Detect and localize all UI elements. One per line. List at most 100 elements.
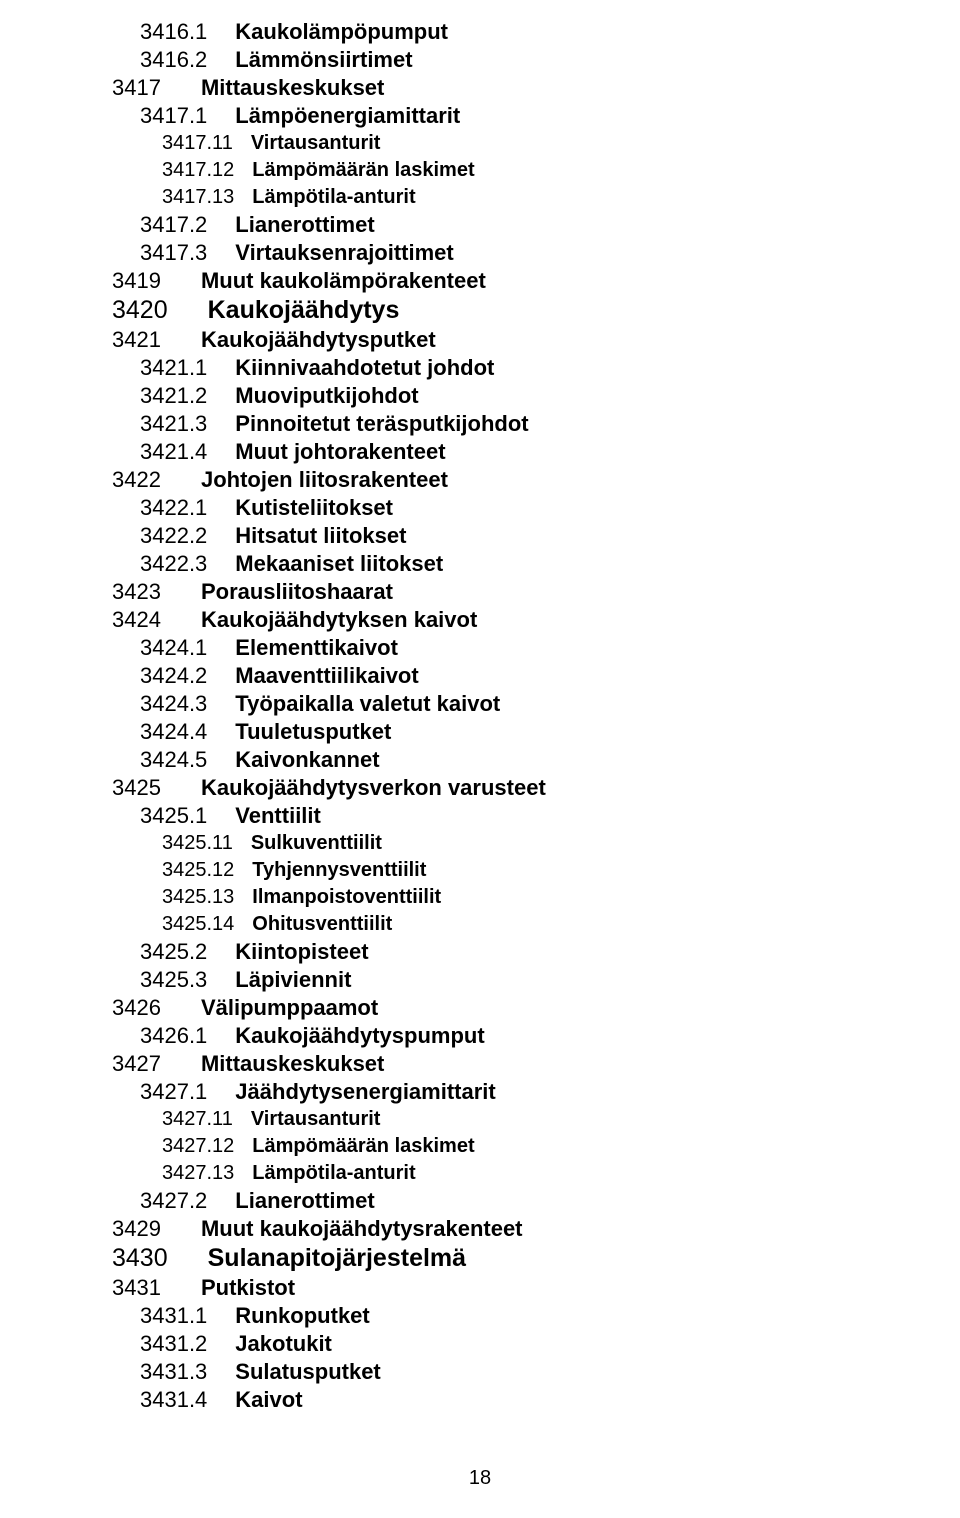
entry-code: 3431.2 — [140, 1330, 207, 1357]
entry-code: 3431.3 — [140, 1358, 207, 1385]
entry-label: Lämpömäärän laskimet — [252, 159, 474, 181]
outline-entry: 3416.2Lämmönsiirtimet — [112, 46, 960, 73]
entry-label: Lianerottimet — [235, 212, 374, 237]
entry-label: Kaivot — [235, 1387, 302, 1412]
outline-entry: 3420Kaukojäähdytys — [112, 295, 960, 325]
outline-entry: 3425.2 Kiintopisteet — [112, 938, 960, 965]
outline-entry: 3425.1Venttiilit — [112, 802, 960, 829]
entry-label: Lämpömäärän laskimet — [252, 1135, 474, 1157]
outline-entry: 3431.2Jakotukit — [112, 1330, 960, 1357]
outline-entry: 3417.11Virtausanturit — [112, 130, 960, 156]
entry-code: 3416.2 — [140, 46, 207, 73]
outline-entry: 3427.13Lämpötila-anturit — [112, 1160, 960, 1186]
outline-entry: 3417.12Lämpömäärän laskimet — [112, 157, 960, 183]
entry-code: 3417.1 — [140, 102, 207, 129]
outline-entry: 3421.2Muoviputkijohdot — [112, 382, 960, 409]
entry-code: 3421 — [112, 326, 161, 353]
entry-code: 3417 — [112, 74, 161, 101]
entry-code: 3425.2 — [140, 938, 207, 965]
outline-entry: 3423Porausliitoshaarat — [112, 578, 960, 605]
entry-label: Ohitusventtiilit — [252, 913, 392, 935]
entry-label: Elementtikaivot — [235, 635, 398, 660]
outline-entry: 3421.4Muut johtorakenteet — [112, 438, 960, 465]
entry-code: 3423 — [112, 578, 161, 605]
outline-entry: 3430Sulanapitojärjestelmä — [112, 1243, 960, 1273]
outline-entry: 3425.14 Ohitusventtiilit — [112, 911, 960, 937]
entry-code: 3426.1 — [140, 1022, 207, 1049]
entry-code: 3422 — [112, 466, 161, 493]
outline-entry: 3419 Muut kaukolämpörakenteet — [112, 267, 960, 294]
entry-code: 3421.1 — [140, 354, 207, 381]
entry-label: Venttiilit — [235, 803, 321, 828]
entry-label: Muut kaukolämpörakenteet — [201, 268, 486, 293]
entry-label: Kaukojäähdytyksen kaivot — [201, 607, 477, 632]
entry-label: Lämpötila-anturit — [252, 186, 415, 208]
entry-label: Sulatusputket — [235, 1359, 380, 1384]
entry-code: 3424.3 — [140, 690, 207, 717]
outline-entry: 3427Mittauskeskukset — [112, 1050, 960, 1077]
outline-entry: 3422Johtojen liitosrakenteet — [112, 466, 960, 493]
entry-code: 3424.1 — [140, 634, 207, 661]
entry-code: 3425.14 — [162, 911, 234, 937]
entry-label: Muut kaukojäähdytysrakenteet — [201, 1216, 523, 1241]
entry-code: 3422.1 — [140, 494, 207, 521]
entry-code: 3417.13 — [162, 184, 234, 210]
entry-label: Kaivonkannet — [235, 747, 379, 772]
entry-code: 3425.12 — [162, 857, 234, 883]
entry-code: 3425.13 — [162, 884, 234, 910]
outline-entry: 3431 Putkistot — [112, 1274, 960, 1301]
entry-label: Sulanapitojärjestelmä — [208, 1244, 466, 1272]
entry-code: 3427.12 — [162, 1133, 234, 1159]
entry-label: Jäähdytysenergiamittarit — [235, 1079, 495, 1104]
outline-entry: 3425.12 Tyhjennysventtiilit — [112, 857, 960, 883]
entry-code: 3431.4 — [140, 1386, 207, 1413]
entry-code: 3424.5 — [140, 746, 207, 773]
entry-code: 3417.3 — [140, 239, 207, 266]
outline-entry: 3431.1Runkoputket — [112, 1302, 960, 1329]
outline-entry: 3416.1Kaukolämpöpumput — [112, 18, 960, 45]
outline-entry: 3425.11Sulkuventtiilit — [112, 830, 960, 856]
outline-entry: 3424.4Tuuletusputket — [112, 718, 960, 745]
entry-label: Maaventtiilikaivot — [235, 663, 418, 688]
entry-code: 3422.2 — [140, 522, 207, 549]
entry-code: 3426 — [112, 994, 161, 1021]
entry-label: Kaukojäähdytysverkon varusteet — [201, 775, 546, 800]
outline-entry: 3424.1 Elementtikaivot — [112, 634, 960, 661]
outline-entry: 3421 Kaukojäähdytysputket — [112, 326, 960, 353]
entry-code: 3431 — [112, 1274, 161, 1301]
outline-entry: 3422.3 Mekaaniset liitokset — [112, 550, 960, 577]
outline-entry: 3431.4 Kaivot — [112, 1386, 960, 1413]
outline-entry: 3424.3Työpaikalla valetut kaivot — [112, 690, 960, 717]
entry-label: Kutisteliitokset — [235, 495, 393, 520]
entry-code: 3425 — [112, 774, 161, 801]
outline-entry: 3425 Kaukojäähdytysverkon varusteet — [112, 774, 960, 801]
entry-label: Ilmanpoistoventtiilit — [252, 886, 441, 908]
entry-code: 3416.1 — [140, 18, 207, 45]
entry-label: Mittauskeskukset — [201, 1051, 384, 1076]
entry-code: 3427.11 — [162, 1106, 233, 1132]
entry-code: 3419 — [112, 267, 161, 294]
entry-code: 3427.13 — [162, 1160, 234, 1186]
entry-label: Tyhjennysventtiilit — [252, 859, 426, 881]
entry-label: Virtausanturit — [251, 132, 381, 154]
outline-entry: 3422.2 Hitsatut liitokset — [112, 522, 960, 549]
entry-code: 3422.3 — [140, 550, 207, 577]
outline-entry: 3425.13 Ilmanpoistoventtiilit — [112, 884, 960, 910]
entry-label: Sulkuventtiilit — [251, 832, 382, 854]
entry-label: Välipumppaamot — [201, 995, 378, 1020]
entry-label: Putkistot — [201, 1275, 295, 1300]
entry-label: Virtauksenrajoittimet — [235, 240, 453, 265]
entry-label: Lämpöenergiamittarit — [235, 103, 460, 128]
entry-label: Mekaaniset liitokset — [235, 551, 443, 576]
entry-label: Muut johtorakenteet — [235, 439, 445, 464]
entry-label: Kaukojäähdytysputket — [201, 327, 436, 352]
entry-label: Hitsatut liitokset — [235, 523, 406, 548]
entry-label: Runkoputket — [235, 1303, 369, 1328]
entry-label: Kaukojäähdytyspumput — [235, 1023, 484, 1048]
entry-label: Virtausanturit — [251, 1108, 381, 1130]
outline-entry: 3421.3Pinnoitetut teräsputkijohdot — [112, 410, 960, 437]
entry-code: 3425.3 — [140, 966, 207, 993]
entry-label: Kiintopisteet — [235, 939, 368, 964]
outline-entry: 3425.3Läpiviennit — [112, 966, 960, 993]
outline-entry: 3427.12 Lämpömäärän laskimet — [112, 1133, 960, 1159]
